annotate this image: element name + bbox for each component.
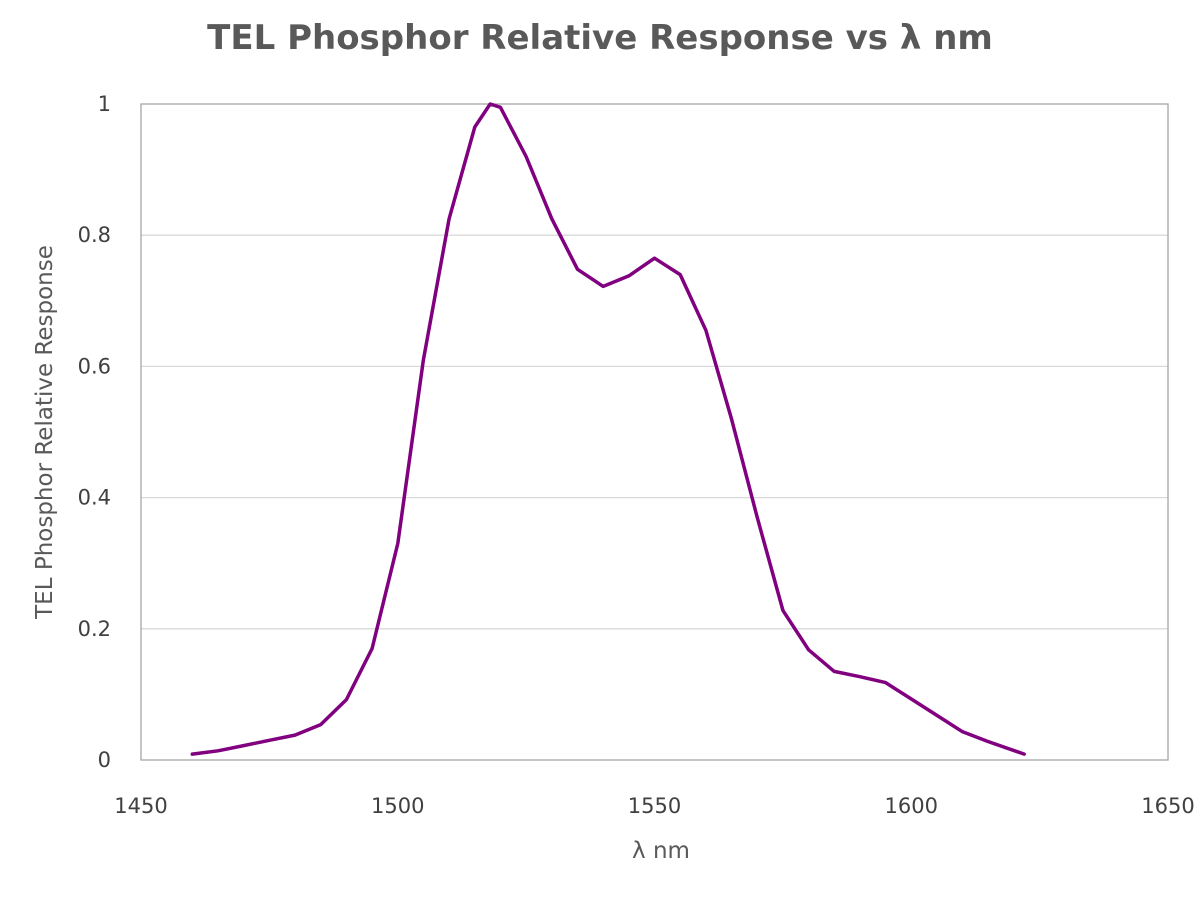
x-axis-tick-labels: 1450 1500 1550 1600 1650: [114, 794, 1194, 818]
y-tick-label: 0.2: [78, 617, 111, 641]
y-tick-label: 0.4: [78, 486, 111, 510]
series-layer: [190, 102, 1026, 756]
x-tick-label: 1450: [114, 794, 167, 818]
x-axis-title: λ nm: [632, 838, 690, 864]
x-tick-label: 1500: [371, 794, 424, 818]
plot-area-border: [140, 103, 1169, 761]
y-axis-title: TEL Phosphor Relative Response: [32, 245, 58, 620]
y-tick-label: 0: [98, 748, 111, 772]
x-tick-label: 1600: [885, 794, 938, 818]
x-tick-label: 1550: [628, 794, 681, 818]
series-line: [190, 102, 1026, 756]
y-tick-label: 1: [98, 92, 111, 116]
y-tick-label: 0.6: [78, 354, 111, 378]
chart-title: TEL Phosphor Relative Response vs λ nm: [207, 18, 993, 58]
gridlines: [141, 234, 1168, 630]
y-axis-tick-labels: 0 0.2 0.4 0.6 0.8 1: [78, 92, 111, 772]
y-tick-label: 0.8: [78, 223, 111, 247]
x-tick-label: 1650: [1141, 794, 1194, 818]
